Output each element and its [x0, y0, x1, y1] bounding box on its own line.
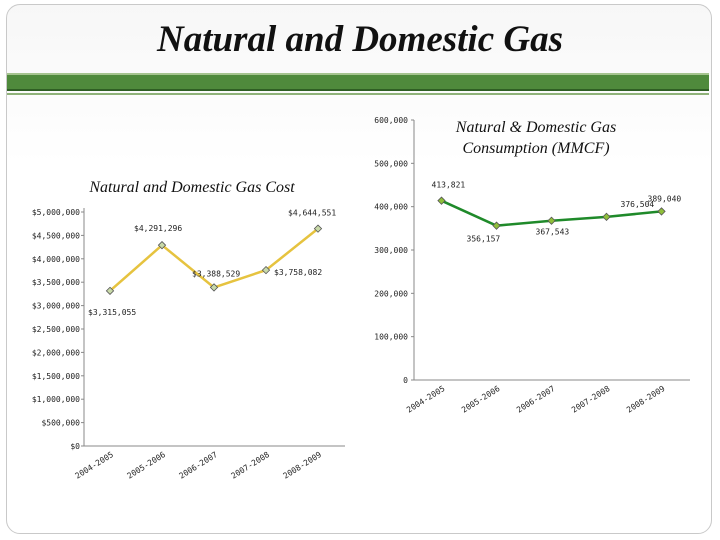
consumption-chart-title-line2: Consumption (MMCF): [462, 140, 609, 157]
cost-x-tick-label: 2006-2007: [178, 450, 220, 481]
cons-data-label: 376,504: [621, 200, 655, 209]
cost-x-tick-label: 2005-2006: [126, 450, 168, 481]
cost-y-tick-label: $5,000,000: [32, 208, 80, 217]
consumption-chart-title-line1: Natural & Domestic Gas: [455, 119, 616, 136]
cost-data-label: $3,388,529: [192, 269, 240, 278]
cost-y-tick-label: $1,000,000: [32, 395, 80, 404]
title-band: [7, 73, 709, 91]
cons-y-tick-label: 100,000: [374, 333, 408, 342]
cost-y-tick-label: $500,000: [41, 419, 80, 428]
cost-x-tick-label: 2008-2009: [282, 450, 324, 481]
cost-y-tick-label: $3,000,000: [32, 302, 80, 311]
cost-x-tick-label: 2007-2008: [230, 450, 272, 481]
cost-chart-title: Natural and Domestic Gas Cost: [88, 179, 295, 196]
cost-data-point: [261, 265, 271, 275]
cost-y-tick-label: $2,000,000: [32, 348, 80, 357]
cost-markers: [105, 224, 323, 296]
cons-x-tick-label: 2006-2007: [515, 384, 557, 415]
consumption-x-ticks: 2004-2005 2005-2006 2006-2007 2007-2008 2008…: [405, 384, 667, 415]
consumption-y-ticks: 0 100,000 200,000 300,000 400,000 500,000 600,…: [374, 116, 414, 385]
cost-data-label: $3,758,082: [274, 268, 322, 277]
cons-data-label: 389,040: [648, 194, 682, 203]
cons-x-tick-label: 2008-2009: [625, 384, 667, 415]
cost-data-label: $4,644,551: [288, 209, 336, 218]
cost-data-point: [105, 286, 115, 296]
cost-y-tick-label: $0: [70, 442, 80, 451]
cost-y-tick-label: $4,500,000: [32, 231, 80, 240]
cost-data-point: [209, 283, 219, 292]
cost-chart: Natural and Domestic Gas Cost $0 $500,000…: [32, 179, 345, 481]
consumption-markers: [437, 196, 666, 230]
cost-y-tick-label: $2,500,000: [32, 325, 80, 334]
cons-x-tick-label: 2004-2005: [405, 384, 447, 415]
cost-x-tick-label: 2004-2005: [74, 450, 116, 481]
cons-data-point: [547, 216, 556, 225]
cons-y-tick-label: 0: [403, 376, 408, 385]
cons-data-point: [492, 221, 501, 230]
cons-y-tick-label: 200,000: [374, 289, 408, 298]
cons-data-point: [657, 207, 666, 216]
cost-x-ticks: 2004-2005 2005-2006 2006-2007 2007-2008 2008…: [74, 450, 324, 481]
cost-y-ticks: $0 $500,000 $1,000,000 $1,500,000 $2,000,000…: [32, 208, 84, 451]
cons-data-label: 413,821: [432, 181, 466, 190]
cons-data-label: 356,157: [467, 235, 501, 244]
cost-y-tick-label: $1,500,000: [32, 372, 80, 381]
page-title: Natural and Domestic Gas: [156, 19, 563, 60]
cons-y-tick-label: 500,000: [374, 159, 408, 168]
cost-data-label: $3,315,055: [88, 308, 136, 317]
cost-y-tick-label: $4,000,000: [32, 255, 80, 264]
cost-data-labels: $3,315,055 $4,291,296 $3,388,529 $3,758,082…: [88, 209, 336, 317]
title-band-line: [7, 93, 709, 95]
cons-x-tick-label: 2005-2006: [460, 384, 502, 415]
cost-data-point: [157, 241, 167, 250]
cons-x-tick-label: 2007-2008: [570, 384, 612, 415]
cons-data-point: [602, 212, 611, 222]
consumption-chart: Natural & Domestic Gas Consumption (MMCF…: [374, 116, 690, 415]
cost-series-line: [109, 227, 319, 292]
cons-y-tick-label: 400,000: [374, 203, 408, 212]
cost-data-label: $4,291,296: [134, 224, 182, 233]
cons-y-tick-label: 300,000: [374, 246, 408, 255]
cons-data-label: 367,543: [536, 228, 570, 237]
cons-data-point: [437, 196, 446, 205]
cost-y-tick-label: $3,500,000: [32, 278, 80, 287]
cost-data-point: [313, 224, 323, 233]
cons-y-tick-label: 600,000: [374, 116, 408, 125]
